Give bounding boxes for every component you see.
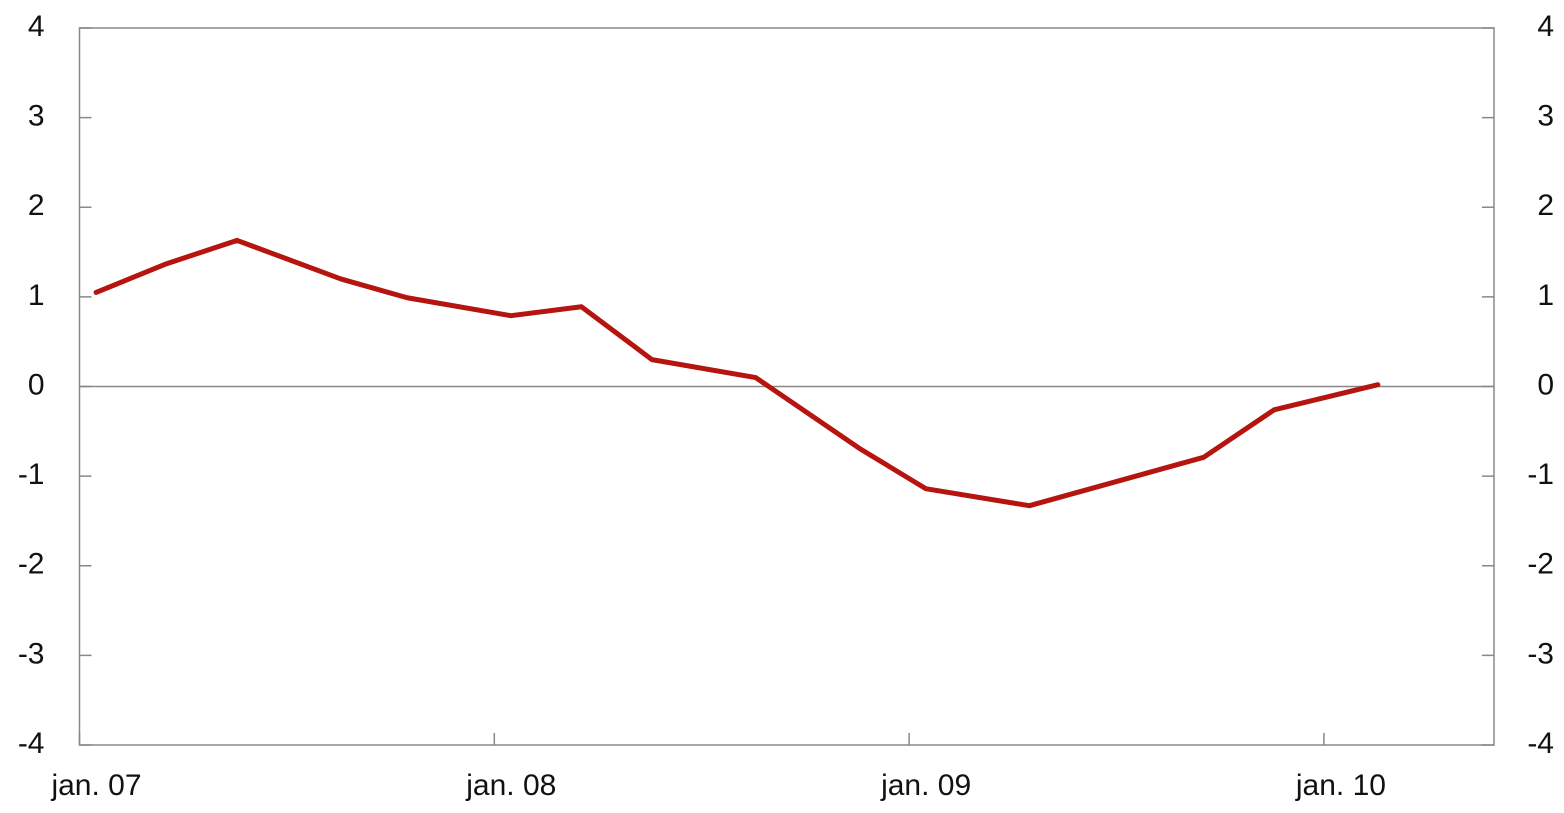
y2-tick-label: -2 — [1527, 548, 1554, 581]
y2-tick-label: -4 — [1527, 727, 1554, 760]
y-tick-label: 0 — [28, 368, 45, 401]
y2-tick-label: 2 — [1537, 189, 1554, 222]
y2-tick-label: -3 — [1527, 637, 1554, 670]
data-line — [93, 237, 1381, 509]
y2-tick-label: 3 — [1537, 100, 1554, 133]
y-tick-label: 3 — [28, 100, 45, 133]
y-tick-label: -3 — [18, 637, 45, 670]
x-tick-label: jan. 07 — [50, 769, 141, 802]
y-tick-label: 2 — [28, 189, 45, 222]
x-tick-label: jan. 10 — [1295, 769, 1386, 802]
y-tick-label: 4 — [28, 10, 45, 43]
y-tick-label: 1 — [28, 279, 45, 312]
y2-tick-label: 1 — [1537, 279, 1554, 312]
x-tick-label: jan. 09 — [880, 769, 971, 802]
y-tick-label: -1 — [18, 458, 45, 491]
y2-tick-label: -1 — [1527, 458, 1554, 491]
y-tick-label: -2 — [18, 548, 45, 581]
y-tick-label: -4 — [18, 727, 45, 760]
y2-tick-label: 4 — [1537, 10, 1554, 43]
y2-tick-label: 0 — [1537, 368, 1554, 401]
x-tick-label: jan. 08 — [465, 769, 556, 802]
